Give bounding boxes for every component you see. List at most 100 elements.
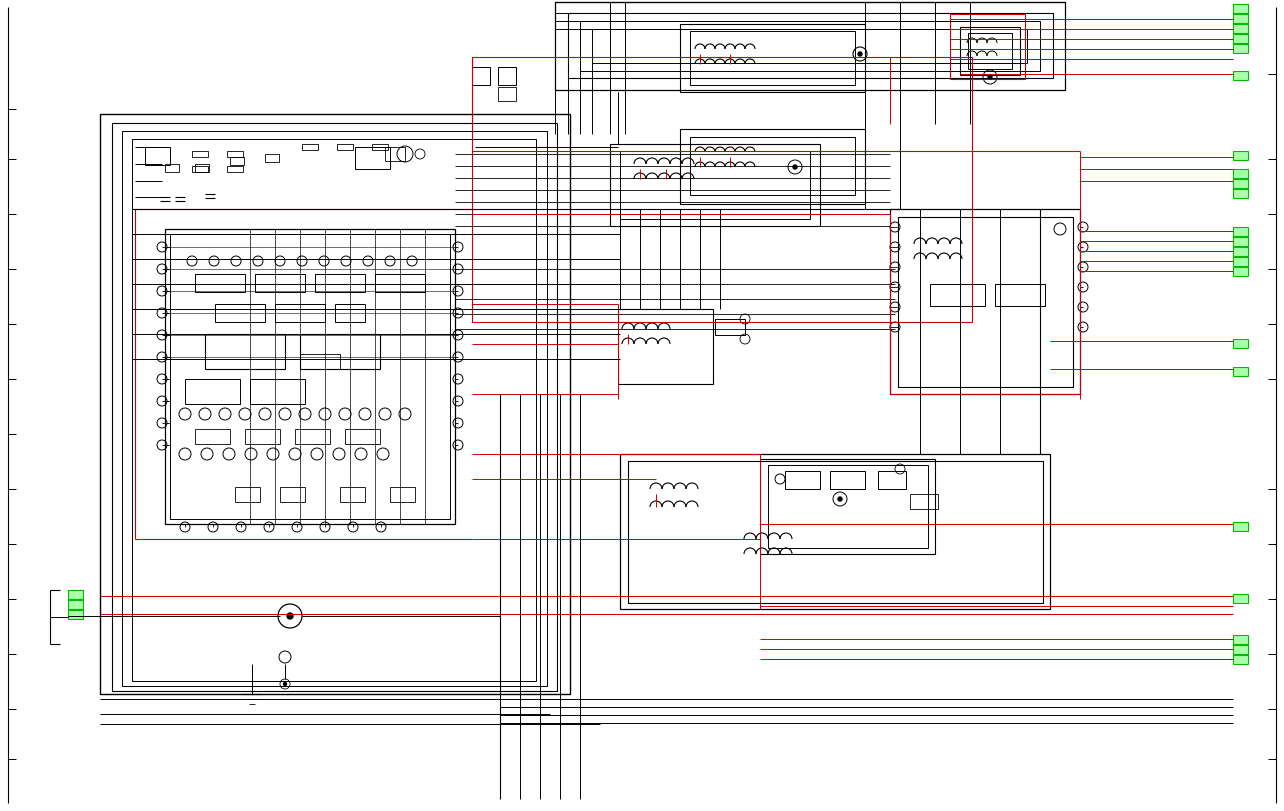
Bar — [250, 380, 306, 405]
Bar — [1233, 268, 1248, 277]
Bar — [610, 145, 820, 227]
Bar — [1233, 190, 1248, 199]
Bar — [1233, 35, 1248, 44]
Bar — [193, 152, 208, 158]
Bar — [256, 275, 306, 293]
Bar — [930, 285, 985, 307]
Bar — [473, 58, 972, 323]
Bar — [372, 145, 388, 151]
Bar — [385, 148, 404, 162]
Bar — [195, 275, 245, 293]
Bar — [354, 148, 390, 169]
Bar — [340, 487, 365, 502]
Bar — [68, 610, 83, 620]
Bar — [498, 68, 516, 86]
Bar — [1233, 258, 1248, 267]
Bar — [910, 495, 939, 509]
Bar — [169, 234, 449, 519]
Circle shape — [858, 53, 862, 57]
Circle shape — [284, 683, 286, 685]
Bar — [1233, 72, 1248, 81]
Bar — [498, 88, 516, 102]
Bar — [1233, 15, 1248, 24]
Bar — [1233, 594, 1248, 603]
Bar — [620, 454, 1050, 609]
Bar — [275, 305, 325, 323]
Bar — [473, 68, 490, 86]
Bar — [227, 167, 243, 173]
Bar — [690, 32, 855, 86]
Bar — [1233, 635, 1248, 644]
Bar — [295, 430, 330, 444]
Circle shape — [987, 76, 993, 80]
Circle shape — [794, 165, 797, 169]
Bar — [1233, 180, 1248, 189]
Circle shape — [288, 613, 293, 620]
Bar — [555, 3, 1064, 91]
Bar — [681, 25, 865, 93]
Bar — [336, 145, 353, 151]
Bar — [205, 335, 285, 370]
Bar — [1233, 169, 1248, 178]
Bar — [265, 155, 279, 163]
Bar — [245, 430, 280, 444]
Bar — [618, 310, 713, 384]
Bar — [950, 15, 1025, 80]
Bar — [185, 380, 240, 405]
Bar — [315, 275, 365, 293]
Bar — [898, 217, 1073, 388]
Bar — [1233, 45, 1248, 54]
Bar — [390, 487, 415, 502]
Bar — [620, 152, 810, 220]
Bar — [1233, 5, 1248, 14]
Bar — [227, 152, 243, 158]
Bar — [1233, 367, 1248, 376]
Bar — [995, 285, 1045, 307]
Bar — [592, 30, 1027, 64]
Bar — [890, 210, 1080, 394]
Bar — [1233, 247, 1248, 257]
Bar — [300, 335, 380, 370]
Bar — [760, 460, 935, 554]
Bar — [681, 130, 865, 204]
Bar — [1233, 152, 1248, 161]
Bar — [302, 145, 318, 151]
Bar — [112, 124, 557, 691]
Bar — [628, 461, 1043, 603]
Bar — [166, 165, 178, 173]
Bar — [1233, 25, 1248, 34]
Bar — [878, 471, 907, 489]
Bar — [690, 138, 855, 195]
Bar — [375, 275, 425, 293]
Bar — [768, 466, 928, 548]
Bar — [195, 165, 209, 173]
Bar — [960, 28, 1019, 76]
Bar — [122, 132, 547, 686]
Bar — [230, 158, 244, 165]
Bar — [785, 471, 820, 489]
Bar — [235, 487, 259, 502]
Bar — [1233, 646, 1248, 654]
Bar — [335, 305, 365, 323]
Bar — [1233, 340, 1248, 349]
Bar — [1233, 655, 1248, 664]
Bar — [100, 115, 570, 694]
Bar — [1233, 228, 1248, 237]
Bar — [214, 305, 265, 323]
Bar — [132, 139, 535, 681]
Bar — [829, 471, 865, 489]
Bar — [166, 230, 455, 525]
Bar — [195, 430, 230, 444]
Bar — [715, 320, 745, 336]
Bar — [968, 34, 1012, 70]
Bar — [300, 354, 340, 370]
Bar — [345, 430, 380, 444]
Bar — [580, 22, 1040, 72]
Bar — [1233, 238, 1248, 247]
Bar — [145, 148, 169, 165]
Bar — [68, 590, 83, 599]
Bar — [1233, 522, 1248, 531]
Bar — [280, 487, 306, 502]
Bar — [568, 14, 1053, 79]
Circle shape — [838, 497, 842, 501]
